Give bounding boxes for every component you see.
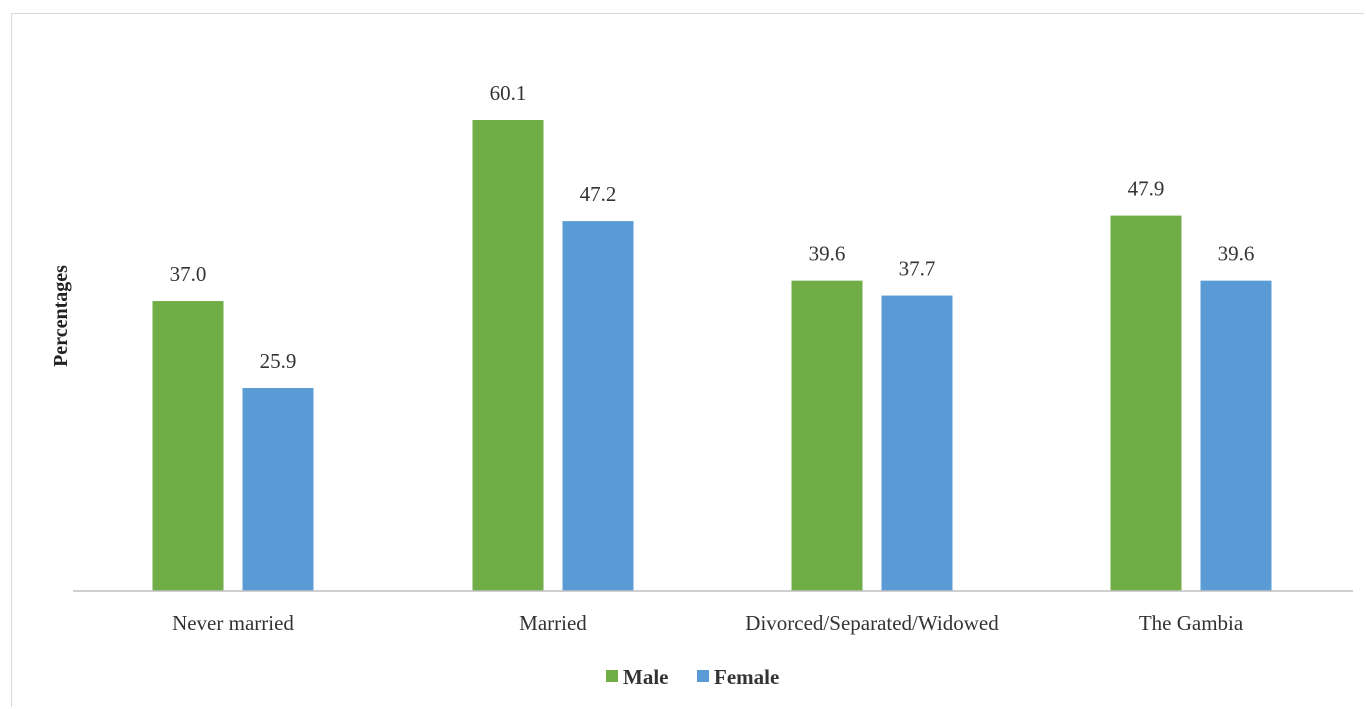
category-labels-group: Never married Married Divorced/Separated/W… [172,611,1244,635]
bar-male-1 [152,301,224,591]
y-axis-label: Percentages [50,265,72,367]
bar-male-3 [791,280,863,591]
bar-female-1 [242,388,314,591]
value-label-male-1: 37.0 [170,262,207,286]
legend: Male Female [606,665,779,689]
bar-female-4 [1200,280,1272,591]
chart-frame [11,13,1364,707]
bars-group [152,120,1272,592]
value-label-female-1: 25.9 [260,349,297,373]
category-label-3: Divorced/Separated/Widowed [745,611,999,635]
bar-male-2 [472,120,544,591]
value-label-female-2: 47.2 [580,182,617,206]
value-label-male-2: 60.1 [490,81,527,105]
value-label-male-4: 47.9 [1128,177,1165,201]
category-label-2: Married [519,611,587,635]
category-label-4: The Gambia [1139,611,1244,635]
bar-male-4 [1110,215,1182,591]
bar-female-3 [881,295,953,591]
legend-swatch-female [697,670,709,682]
value-label-female-4: 39.6 [1218,242,1255,266]
value-label-female-3: 37.7 [899,257,936,281]
value-label-male-3: 39.6 [809,242,846,266]
legend-label-male: Male [623,665,668,689]
legend-label-female: Female [714,665,779,689]
category-label-1: Never married [172,611,294,635]
bar-female-2 [562,221,634,592]
value-labels-group: 37.0 25.9 60.1 47.2 39.6 37.7 47.9 39.6 [170,81,1255,373]
legend-swatch-male [606,670,618,682]
